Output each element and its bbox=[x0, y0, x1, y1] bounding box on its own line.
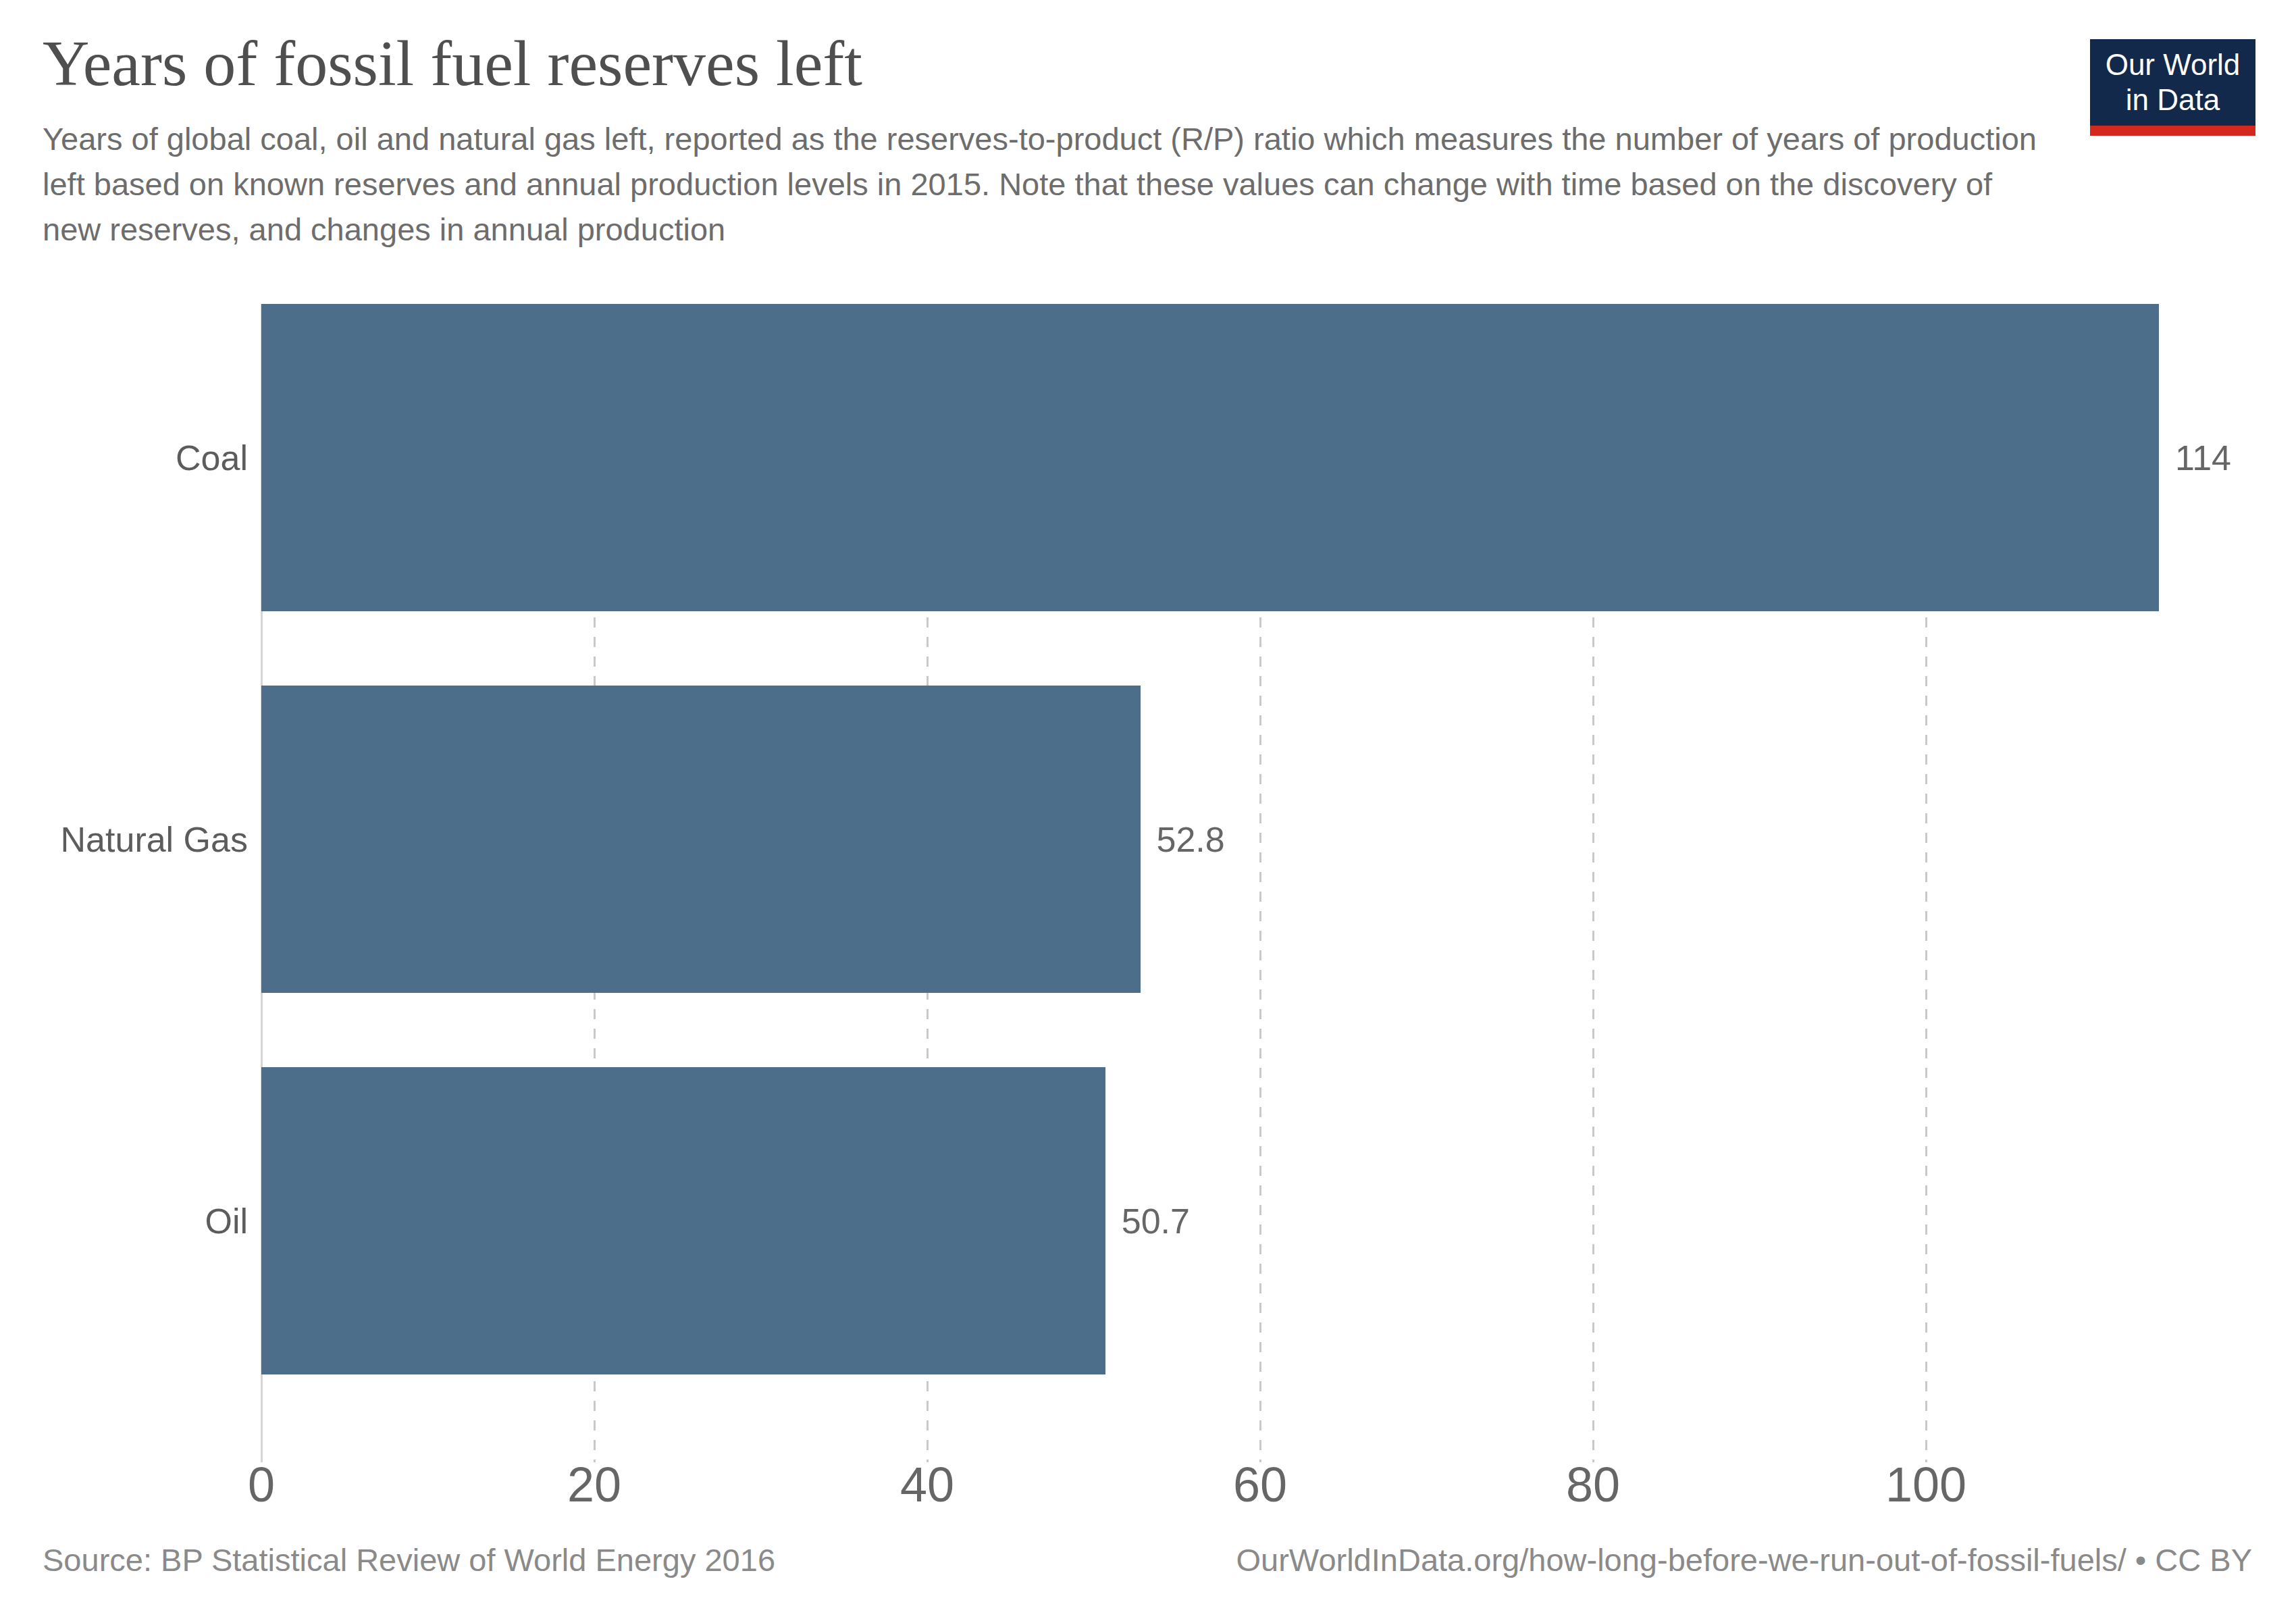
value-label: 52.8 bbox=[1157, 686, 1225, 993]
x-tick-label: 60 bbox=[1233, 1460, 1287, 1509]
value-label: 50.7 bbox=[1122, 1067, 1190, 1374]
bar-coal bbox=[261, 304, 2159, 611]
x-tick-label: 100 bbox=[1885, 1460, 1966, 1509]
bar-natural-gas bbox=[261, 686, 1141, 993]
x-tick-label: 20 bbox=[567, 1460, 621, 1509]
x-tick-label: 0 bbox=[248, 1460, 275, 1509]
bar-chart: 0 20 40 60 80 100 Coal 114 Natural Gas 52.8 Oil 50.… bbox=[0, 0, 2296, 1621]
x-tick-label: 80 bbox=[1566, 1460, 1620, 1509]
category-label: Oil bbox=[0, 1067, 248, 1374]
x-tick-label: 40 bbox=[900, 1460, 954, 1509]
bar-oil bbox=[261, 1067, 1105, 1374]
category-label: Coal bbox=[0, 304, 248, 611]
value-label: 114 bbox=[2175, 304, 2231, 611]
category-label: Natural Gas bbox=[0, 686, 248, 993]
footer-link[interactable]: OurWorldInData.org/how-long-before-we-ru… bbox=[1236, 1541, 2252, 1578]
source-note: Source: BP Statistical Review of World E… bbox=[43, 1541, 775, 1578]
